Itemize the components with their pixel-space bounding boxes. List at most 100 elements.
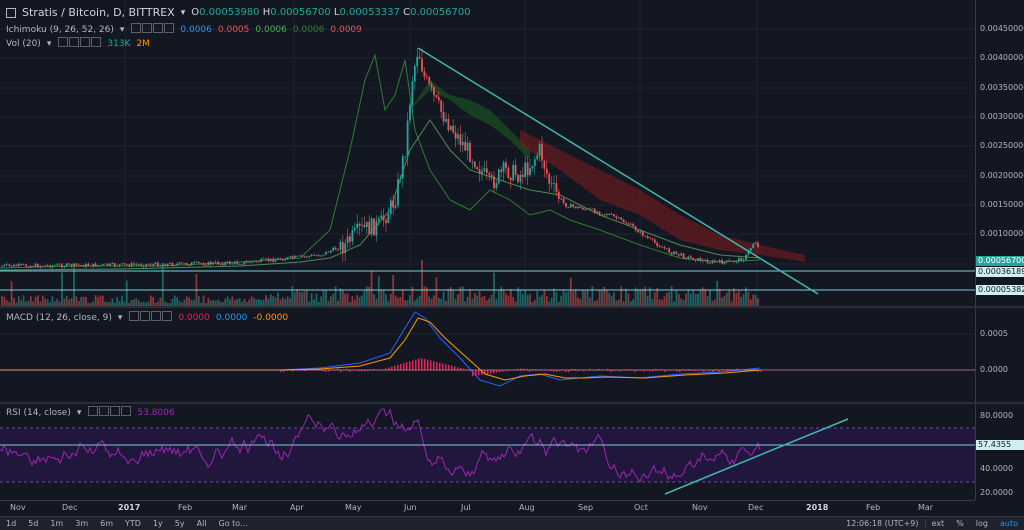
- x-tick: Feb: [866, 503, 881, 512]
- collapse-icon[interactable]: [6, 7, 16, 18]
- volume-bar: [39, 301, 42, 306]
- range-1m[interactable]: 1m: [50, 519, 64, 528]
- auto-toggle[interactable]: auto: [999, 519, 1018, 528]
- volume-bar: [10, 281, 13, 306]
- candle-body: [365, 221, 368, 228]
- candle-body: [541, 144, 543, 161]
- volume-bar: [137, 300, 140, 306]
- volume-bar: [437, 297, 440, 306]
- rsi-axis[interactable]: 80.0000 57.4355 40.0000 20.0000: [975, 404, 1024, 500]
- symbol-title[interactable]: Stratis / Bitcoin, D, BITTREX: [22, 6, 175, 19]
- macd-hist-bar: [445, 364, 447, 371]
- candle-body: [202, 263, 205, 266]
- rsi-name[interactable]: RSI (14, close): [6, 407, 71, 418]
- volume-bar: [173, 295, 176, 306]
- volume-bar: [421, 260, 423, 306]
- range-all[interactable]: All: [196, 519, 207, 528]
- volume-bar: [596, 299, 599, 306]
- ichimoku-name[interactable]: Ichimoku (9, 26, 52, 26): [6, 24, 114, 35]
- rsi-pane[interactable]: RSI (14, close) ▾ 53.8006: [0, 404, 975, 500]
- volume-bar: [536, 291, 539, 306]
- range-ytd[interactable]: YTD: [125, 519, 141, 528]
- volume-bar: [721, 297, 723, 306]
- range-3m[interactable]: 3m: [75, 519, 89, 528]
- hline-lower-tag: 0.00005382: [976, 285, 1024, 295]
- chevron-down-icon[interactable]: ▾: [76, 407, 82, 418]
- price-axis[interactable]: 0.00450000 0.00400000 0.00350000 0.00300…: [975, 0, 1024, 306]
- volume-bar: [58, 301, 61, 306]
- candle-body: [325, 251, 327, 255]
- range-1d[interactable]: 1d: [6, 519, 17, 528]
- macd-hist-bar: [529, 370, 531, 372]
- range-1y[interactable]: 1y: [152, 519, 163, 528]
- rsi-chart[interactable]: [0, 404, 975, 500]
- indicator-controls[interactable]: [130, 23, 175, 36]
- volume-name[interactable]: Vol (20): [6, 38, 41, 49]
- candle-body: [471, 161, 474, 163]
- volume-bar: [183, 299, 186, 306]
- percent-toggle[interactable]: %: [956, 519, 964, 528]
- range-5d[interactable]: 5d: [28, 519, 39, 528]
- indicator-controls[interactable]: [128, 311, 173, 324]
- pane-separator[interactable]: [0, 306, 1024, 308]
- candle-body: [241, 264, 243, 266]
- candle-body: [171, 263, 174, 266]
- x-tick: Mar: [918, 503, 934, 512]
- candle-body: [176, 263, 179, 266]
- chevron-down-icon[interactable]: ▾: [119, 24, 125, 35]
- candle-body: [25, 264, 27, 267]
- volume-bar: [89, 302, 92, 306]
- candle-body: [61, 264, 63, 268]
- macd-hist-bar: [388, 367, 390, 371]
- macd-hist-bar: [490, 370, 492, 374]
- candle-body: [68, 263, 71, 265]
- rsi-tick: 80.0000: [980, 411, 1014, 420]
- clock[interactable]: 12:06:18 (UTC+9): [846, 519, 919, 528]
- chevron-down-icon[interactable]: ▾: [180, 7, 186, 18]
- candle-body: [363, 224, 366, 228]
- candle-body: [495, 183, 498, 189]
- indicator-controls[interactable]: [87, 406, 132, 419]
- candle-body: [39, 266, 42, 268]
- volume-bar: [20, 300, 23, 306]
- price-pane[interactable]: Stratis / Bitcoin, D, BITTREX ▾ O0.00053…: [0, 0, 975, 306]
- candle-body: [694, 260, 697, 261]
- candle-body: [550, 183, 553, 185]
- volume-bar: [291, 286, 294, 306]
- chevron-down-icon[interactable]: ▾: [46, 38, 52, 49]
- candle-body: [305, 256, 308, 258]
- candle-body: [699, 258, 702, 262]
- range-5y[interactable]: 5y: [174, 519, 185, 528]
- ext-toggle[interactable]: ext: [924, 519, 951, 528]
- volume-bar: [149, 295, 152, 306]
- price-chart[interactable]: [0, 0, 975, 306]
- volume-bar: [101, 295, 104, 306]
- chevron-down-icon[interactable]: ▾: [117, 312, 123, 323]
- macd-axis[interactable]: 0.0005 0.0000: [975, 308, 1024, 402]
- candle-body: [75, 263, 78, 266]
- candle-body: [440, 100, 443, 112]
- macd-chart[interactable]: [0, 308, 975, 402]
- macd-name[interactable]: MACD (12, 26, close, 9): [6, 312, 112, 323]
- candle-body: [317, 255, 320, 257]
- time-axis[interactable]: [0, 500, 975, 517]
- macd-pane[interactable]: MACD (12, 26, close, 9) ▾ 0.0000 0.0000 …: [0, 308, 975, 402]
- candle-body: [373, 218, 375, 236]
- pane-separator[interactable]: [0, 402, 1024, 404]
- rsi-legend: RSI (14, close) ▾ 53.8006: [6, 406, 175, 419]
- volume-bar: [711, 300, 714, 306]
- candle-body: [757, 242, 759, 248]
- range-6m[interactable]: 6m: [100, 519, 114, 528]
- candle-body: [687, 256, 690, 259]
- candle-body: [346, 236, 349, 244]
- goto-button[interactable]: Go to...: [218, 519, 248, 528]
- candle-body: [473, 161, 476, 168]
- volume-bar: [730, 301, 733, 306]
- volume-bar: [493, 272, 495, 306]
- candle-body: [272, 258, 275, 262]
- indicator-controls[interactable]: [57, 37, 102, 50]
- candle-body: [92, 263, 95, 267]
- candle-body: [277, 258, 279, 260]
- candle-body: [106, 263, 109, 266]
- log-toggle[interactable]: log: [975, 519, 988, 528]
